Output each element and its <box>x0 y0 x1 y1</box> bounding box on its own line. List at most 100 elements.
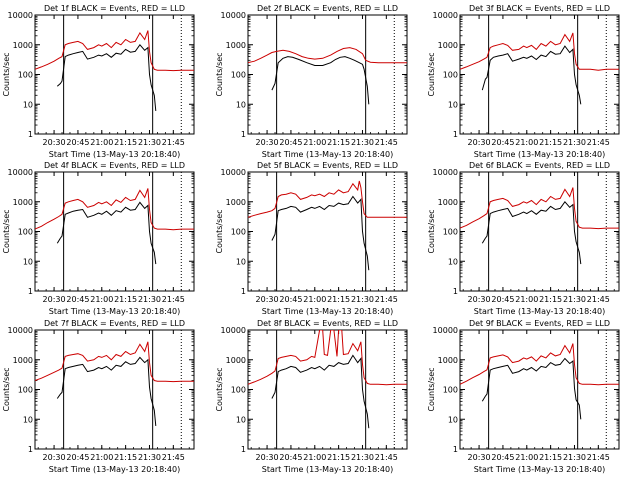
series-line <box>248 180 407 218</box>
y-tick-label: 10 <box>23 100 33 109</box>
series-line <box>271 354 370 429</box>
y-axis-label: Counts/sec <box>427 209 436 253</box>
x-tick-label: 21:00 <box>515 138 538 147</box>
series-line <box>460 343 619 386</box>
y-tick-label: 100 <box>18 228 33 237</box>
series-line <box>460 187 619 230</box>
y-tick-label: 1000 <box>438 356 458 365</box>
x-tick-label: 21:45 <box>375 295 398 304</box>
x-tick-label: 21:45 <box>162 453 185 462</box>
y-tick-label: 100 <box>231 386 246 395</box>
x-tick-label: 20:45 <box>491 453 514 462</box>
y-tick-label: 100 <box>443 228 458 237</box>
y-tick-label: 1000 <box>438 198 458 207</box>
detector-panel: Det 5f BLACK = Events, RED = LLD Counts/s… <box>215 161 408 316</box>
x-axis-label: Start Time (13-May-13 20:18:40) <box>49 307 180 316</box>
x-tick-label: 21:15 <box>114 453 137 462</box>
y-tick-label: 10 <box>23 415 33 424</box>
x-tick-label: 21:15 <box>327 295 350 304</box>
y-tick-label: 1000 <box>438 41 458 50</box>
plot-title: Det 7f BLACK = Events, RED = LLD <box>44 319 185 328</box>
x-tick-label: 21:15 <box>539 138 562 147</box>
x-tick-label: 21:15 <box>539 453 562 462</box>
y-tick-label: 100 <box>443 386 458 395</box>
series-line <box>35 188 194 231</box>
x-tick-label: 20:30 <box>468 138 491 147</box>
series-line <box>481 45 582 105</box>
y-tick-label: 10000 <box>8 168 33 177</box>
x-tick-label: 21:30 <box>351 295 374 304</box>
y-tick-label: 10000 <box>433 326 458 335</box>
y-axis-label: Counts/sec <box>427 367 436 411</box>
plot-title: Det 2f BLACK = Events, RED = LLD <box>257 4 398 13</box>
x-axis-label: Start Time (13-May-13 20:18:40) <box>49 150 180 159</box>
x-tick-label: 21:45 <box>162 138 185 147</box>
x-tick-label: 21:15 <box>327 453 350 462</box>
x-tick-label: 21:45 <box>162 295 185 304</box>
y-tick-label: 10000 <box>221 168 246 177</box>
detector-panel: Det 8f BLACK = Events, RED = LLD Counts/s… <box>215 319 408 474</box>
x-tick-label: 20:45 <box>279 295 302 304</box>
series-line <box>56 201 157 265</box>
detector-panel: Det 9f BLACK = Events, RED = LLD Counts/s… <box>427 319 620 474</box>
x-tick-label: 21:00 <box>515 453 538 462</box>
x-axis-label: Start Time (13-May-13 20:18:40) <box>474 307 605 316</box>
y-axis-label: Counts/sec <box>215 52 224 96</box>
series-line <box>56 43 157 111</box>
y-tick-label: 10000 <box>433 168 458 177</box>
series-line <box>35 30 194 72</box>
x-tick-label: 21:00 <box>90 138 113 147</box>
plot-title: Det 8f BLACK = Events, RED = LLD <box>257 319 398 328</box>
x-tick-label: 21:45 <box>375 453 398 462</box>
plot-title: Det 9f BLACK = Events, RED = LLD <box>469 319 610 328</box>
y-tick-label: 10000 <box>433 11 458 20</box>
y-axis-label: Counts/sec <box>2 209 11 253</box>
y-axis-label: Counts/sec <box>427 52 436 96</box>
x-tick-label: 20:45 <box>66 453 89 462</box>
plot-title: Det 4f BLACK = Events, RED = LLD <box>44 161 185 170</box>
y-axis-label: Counts/sec <box>215 209 224 253</box>
x-tick-label: 21:15 <box>327 138 350 147</box>
y-tick-label: 10 <box>448 415 458 424</box>
x-tick-label: 21:30 <box>351 453 374 462</box>
y-axis-label: Counts/sec <box>2 367 11 411</box>
series-line <box>35 341 194 383</box>
y-tick-label: 100 <box>231 71 246 80</box>
y-tick-label: 1000 <box>13 356 33 365</box>
detector-panel: Det 4f BLACK = Events, RED = LLD Counts/s… <box>2 161 195 316</box>
x-tick-label: 20:30 <box>468 295 491 304</box>
x-tick-label: 21:45 <box>587 453 610 462</box>
series-line <box>56 356 157 426</box>
y-tick-label: 10 <box>236 257 246 266</box>
y-tick-label: 1000 <box>13 198 33 207</box>
x-tick-label: 20:30 <box>256 295 279 304</box>
series-line <box>271 56 370 105</box>
y-tick-label: 100 <box>443 71 458 80</box>
plot-title: Det 6f BLACK = Events, RED = LLD <box>469 161 610 170</box>
y-tick-label: 10 <box>448 257 458 266</box>
x-tick-label: 21:30 <box>351 138 374 147</box>
y-tick-label: 1 <box>241 287 246 296</box>
x-tick-label: 21:45 <box>587 295 610 304</box>
y-tick-label: 10000 <box>8 326 33 335</box>
x-tick-label: 21:45 <box>375 138 398 147</box>
x-tick-label: 21:15 <box>114 295 137 304</box>
x-tick-label: 20:30 <box>256 138 279 147</box>
y-tick-label: 1000 <box>13 41 33 50</box>
x-axis-label: Start Time (13-May-13 20:18:40) <box>262 307 393 316</box>
y-tick-label: 1 <box>453 445 458 454</box>
x-tick-label: 20:45 <box>66 295 89 304</box>
series-line <box>248 330 407 386</box>
y-tick-label: 1 <box>453 130 458 139</box>
y-tick-label: 10 <box>448 100 458 109</box>
x-tick-label: 20:30 <box>256 453 279 462</box>
y-tick-label: 1000 <box>226 198 246 207</box>
x-tick-label: 21:30 <box>138 138 161 147</box>
y-tick-label: 100 <box>231 228 246 237</box>
x-tick-label: 21:00 <box>90 453 113 462</box>
detector-panel: Det 6f BLACK = Events, RED = LLD Counts/s… <box>427 161 620 316</box>
x-axis-label: Start Time (13-May-13 20:18:40) <box>262 465 393 474</box>
x-tick-label: 20:30 <box>43 295 66 304</box>
x-tick-label: 20:45 <box>66 138 89 147</box>
